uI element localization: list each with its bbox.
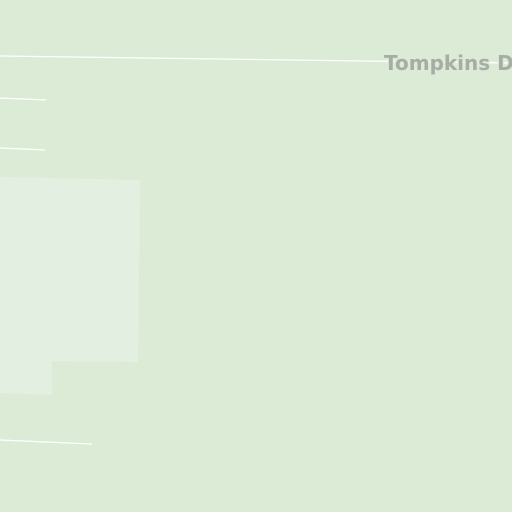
path-line bbox=[0, 97, 47, 101]
path-line bbox=[0, 147, 46, 151]
path-line bbox=[0, 439, 93, 445]
street-label-tompkins-dr: Tompkins Dr bbox=[384, 51, 512, 75]
path-line bbox=[0, 55, 512, 64]
light-shaded-area bbox=[0, 177, 140, 395]
